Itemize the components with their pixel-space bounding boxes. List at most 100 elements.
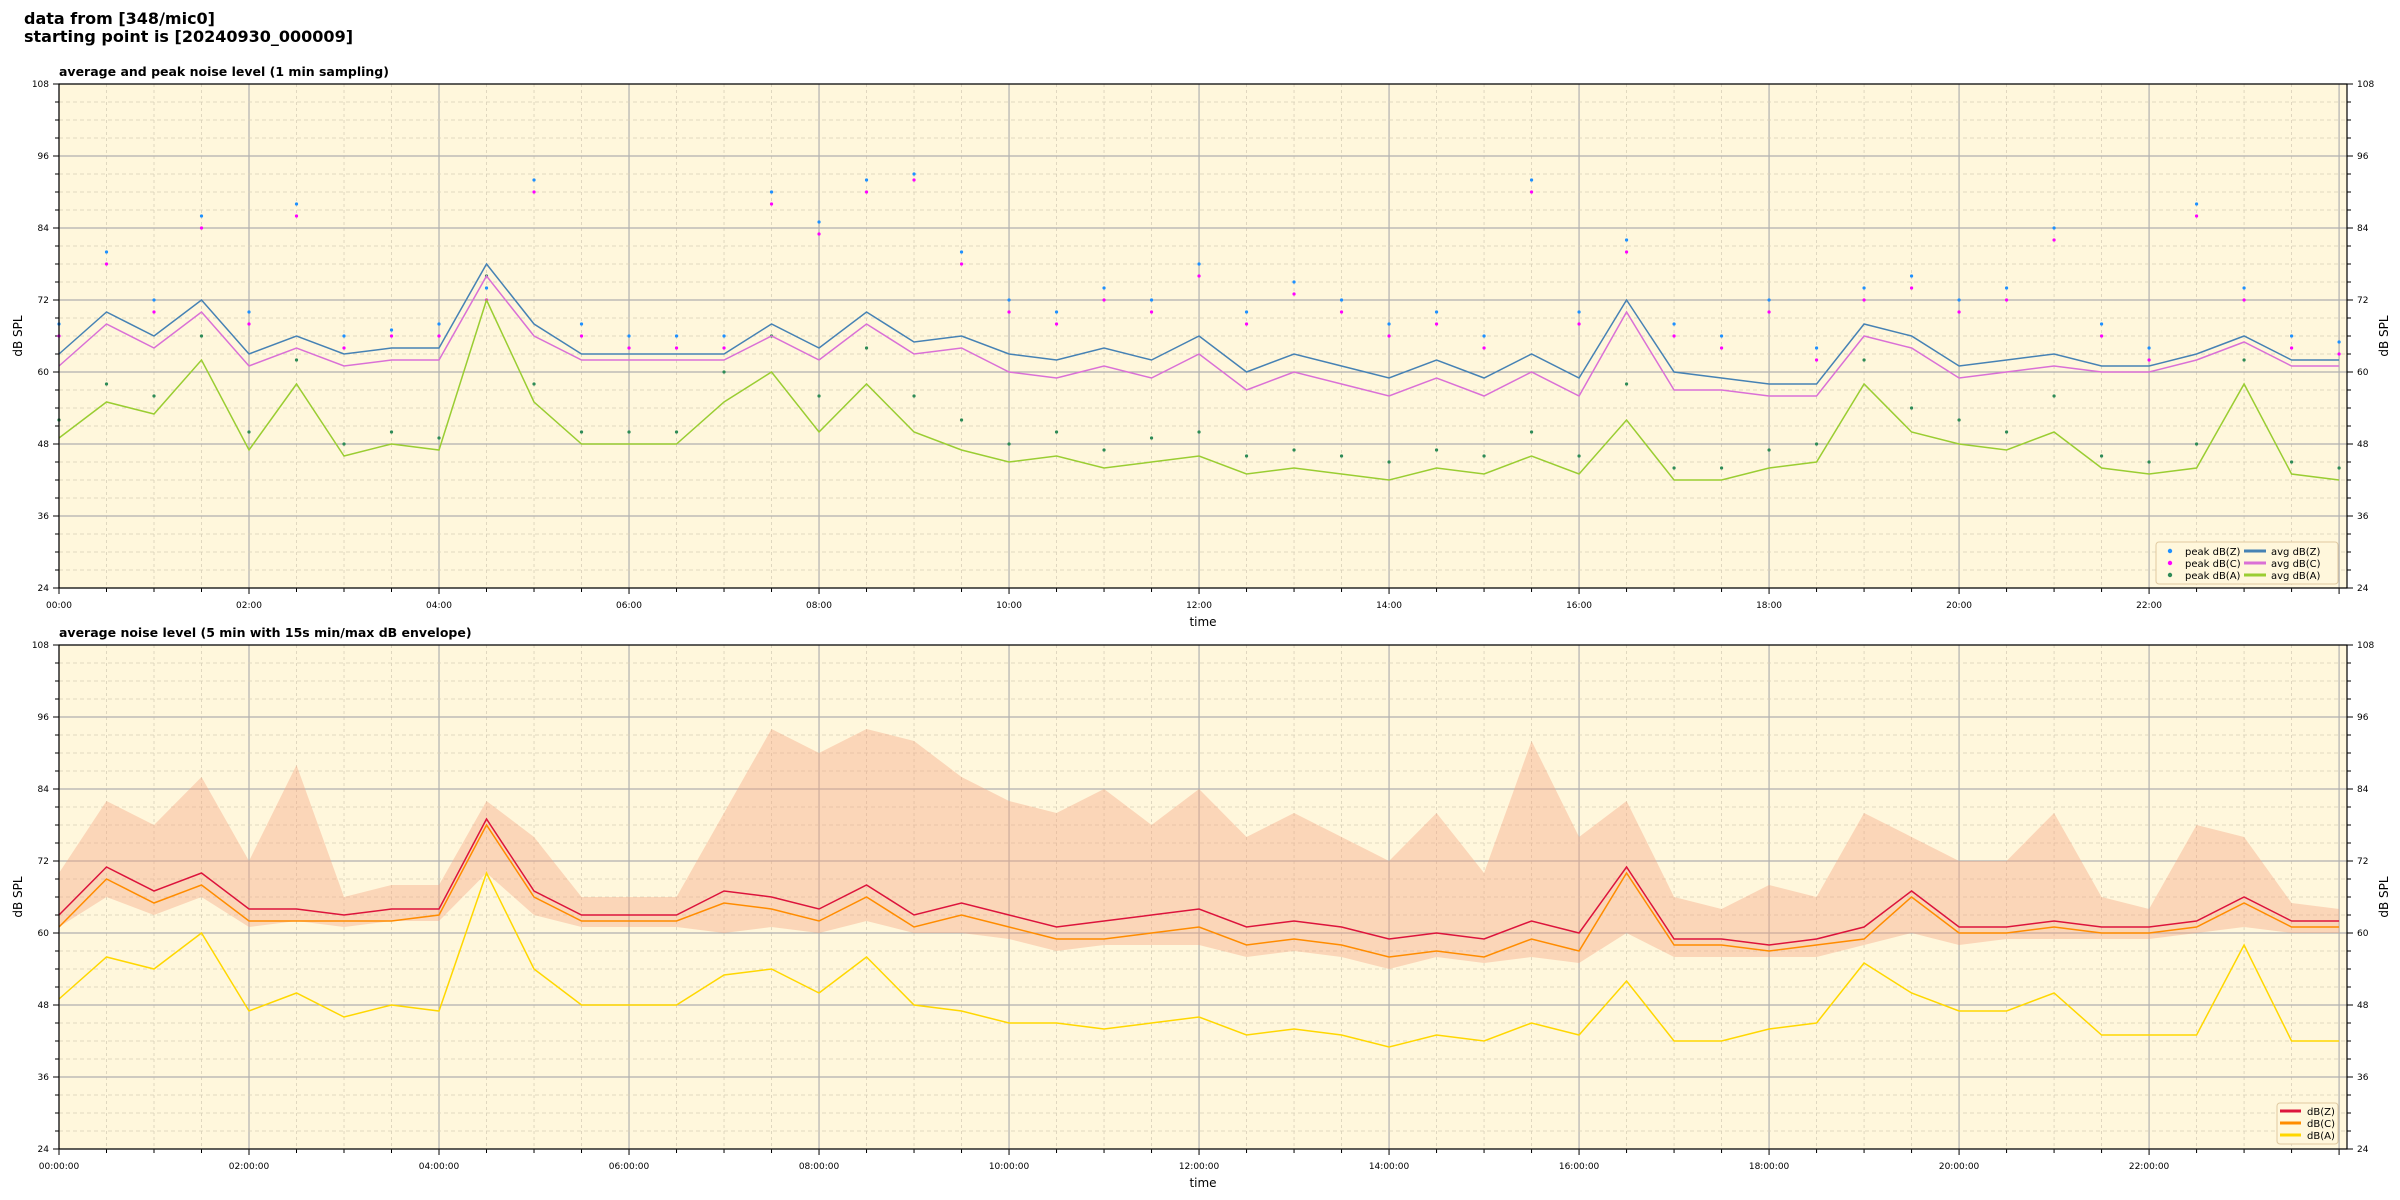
data-point xyxy=(2099,454,2104,458)
y-tick-label-left: 48 xyxy=(38,440,50,450)
data-point xyxy=(2147,346,2151,350)
legend-label: dB(Z) xyxy=(2307,1107,2335,1118)
y-tick-label-right: 48 xyxy=(2357,1001,2369,1011)
data-point xyxy=(1862,286,1866,290)
x-tick-label: 04:00:00 xyxy=(419,1162,460,1172)
data-point xyxy=(579,322,584,326)
x-tick-label: 04:00 xyxy=(426,601,452,611)
data-point xyxy=(2242,286,2246,290)
x-tick-label: 14:00:00 xyxy=(1369,1162,1410,1172)
data-point xyxy=(1624,238,1629,242)
data-point xyxy=(2289,460,2294,464)
series-peak-db-z- xyxy=(57,172,2341,350)
y-tick-label-left: 60 xyxy=(38,368,50,378)
data-point xyxy=(1767,298,1771,302)
data-point xyxy=(532,190,536,194)
data-point xyxy=(1957,418,1961,422)
data-point xyxy=(2052,226,2056,230)
y-axis-label-left: dB SPL xyxy=(11,315,25,357)
data-point xyxy=(1719,346,1724,350)
legend-label: avg dB(A) xyxy=(2271,571,2321,582)
legend: peak dB(Z)peak dB(C)peak dB(A)avg dB(Z)a… xyxy=(2155,541,2339,585)
x-tick-label: 08:00 xyxy=(806,601,832,611)
legend-label: avg dB(C) xyxy=(2271,559,2321,570)
data-point xyxy=(1529,178,1534,182)
data-point xyxy=(1672,322,1676,326)
data-point xyxy=(579,430,584,434)
data-point xyxy=(532,178,536,182)
chart-title: average noise level (5 min with 15s min/… xyxy=(59,625,472,640)
data-point xyxy=(1339,310,1344,314)
y-tick-label-right: 72 xyxy=(2357,857,2368,867)
y-tick-label-left: 108 xyxy=(32,80,49,90)
data-point xyxy=(1862,358,1866,362)
data-point xyxy=(817,394,821,398)
series-line-avg-db-z- xyxy=(58,262,2340,385)
y-tick-label-right: 24 xyxy=(2357,584,2369,594)
data-point xyxy=(1339,454,1344,458)
data-point xyxy=(2004,298,2009,302)
data-point xyxy=(2337,340,2341,344)
x-tick-label: 06:00:00 xyxy=(609,1162,650,1172)
data-point xyxy=(2194,202,2199,206)
data-point xyxy=(1054,430,1059,434)
series-line-db-a- xyxy=(58,871,2340,1048)
data-point xyxy=(959,418,964,422)
data-point xyxy=(199,214,204,218)
data-point xyxy=(1719,334,1724,338)
data-point xyxy=(389,334,394,338)
y-tick-label-left: 84 xyxy=(38,224,50,234)
data-point xyxy=(247,310,251,314)
data-point xyxy=(1482,346,1486,350)
data-point xyxy=(1814,442,1819,446)
y-tick-label-right: 84 xyxy=(2357,224,2369,234)
data-point xyxy=(1149,436,1154,440)
chart-title: average and peak noise level (1 min samp… xyxy=(59,64,389,79)
plot-frame xyxy=(58,644,2348,1150)
data-point xyxy=(722,334,726,338)
x-tick-label: 10:00:00 xyxy=(989,1162,1030,1172)
data-point xyxy=(294,214,299,218)
data-point xyxy=(1624,250,1629,254)
data-point xyxy=(1434,448,1439,452)
data-point xyxy=(437,436,441,440)
data-point xyxy=(959,262,964,266)
legend-label: dB(C) xyxy=(2307,1119,2335,1130)
data-point xyxy=(1909,286,1914,290)
data-point xyxy=(1149,310,1154,314)
data-point xyxy=(1054,310,1059,314)
figure-title-line-1: data from [348/mic0] xyxy=(24,9,215,28)
data-point xyxy=(1007,298,1011,302)
y-tick-label-left: 84 xyxy=(38,785,50,795)
data-point xyxy=(294,358,299,362)
y-tick-label-left: 24 xyxy=(38,584,50,594)
y-tick-label-right: 48 xyxy=(2357,440,2369,450)
data-point xyxy=(389,430,394,434)
data-point xyxy=(2099,322,2104,326)
x-tick-label: 16:00:00 xyxy=(1559,1162,1600,1172)
y-tick-label-left: 36 xyxy=(38,512,50,522)
data-point xyxy=(769,190,774,194)
data-point xyxy=(1339,298,1344,302)
y-tick-label-left: 96 xyxy=(38,713,50,723)
data-point xyxy=(1577,322,1581,326)
data-point xyxy=(342,334,346,338)
data-point xyxy=(674,430,679,434)
data-point xyxy=(1814,346,1819,350)
x-tick-label: 00:00 xyxy=(46,601,72,611)
data-point xyxy=(1672,334,1676,338)
x-tick-label: 02:00 xyxy=(236,601,262,611)
plot-frame xyxy=(58,83,2348,589)
data-point xyxy=(1529,430,1534,434)
y-tick-label-left: 72 xyxy=(38,857,49,867)
data-point xyxy=(1719,466,1724,470)
min-max-envelope xyxy=(59,729,2340,969)
data-point xyxy=(864,190,869,194)
data-point xyxy=(152,298,156,302)
data-point xyxy=(2004,286,2009,290)
x-tick-label: 14:00 xyxy=(1376,601,1402,611)
data-point xyxy=(1292,280,1296,284)
data-point xyxy=(722,346,726,350)
x-axis-label: time xyxy=(1189,1176,1216,1190)
data-point xyxy=(2289,346,2294,350)
